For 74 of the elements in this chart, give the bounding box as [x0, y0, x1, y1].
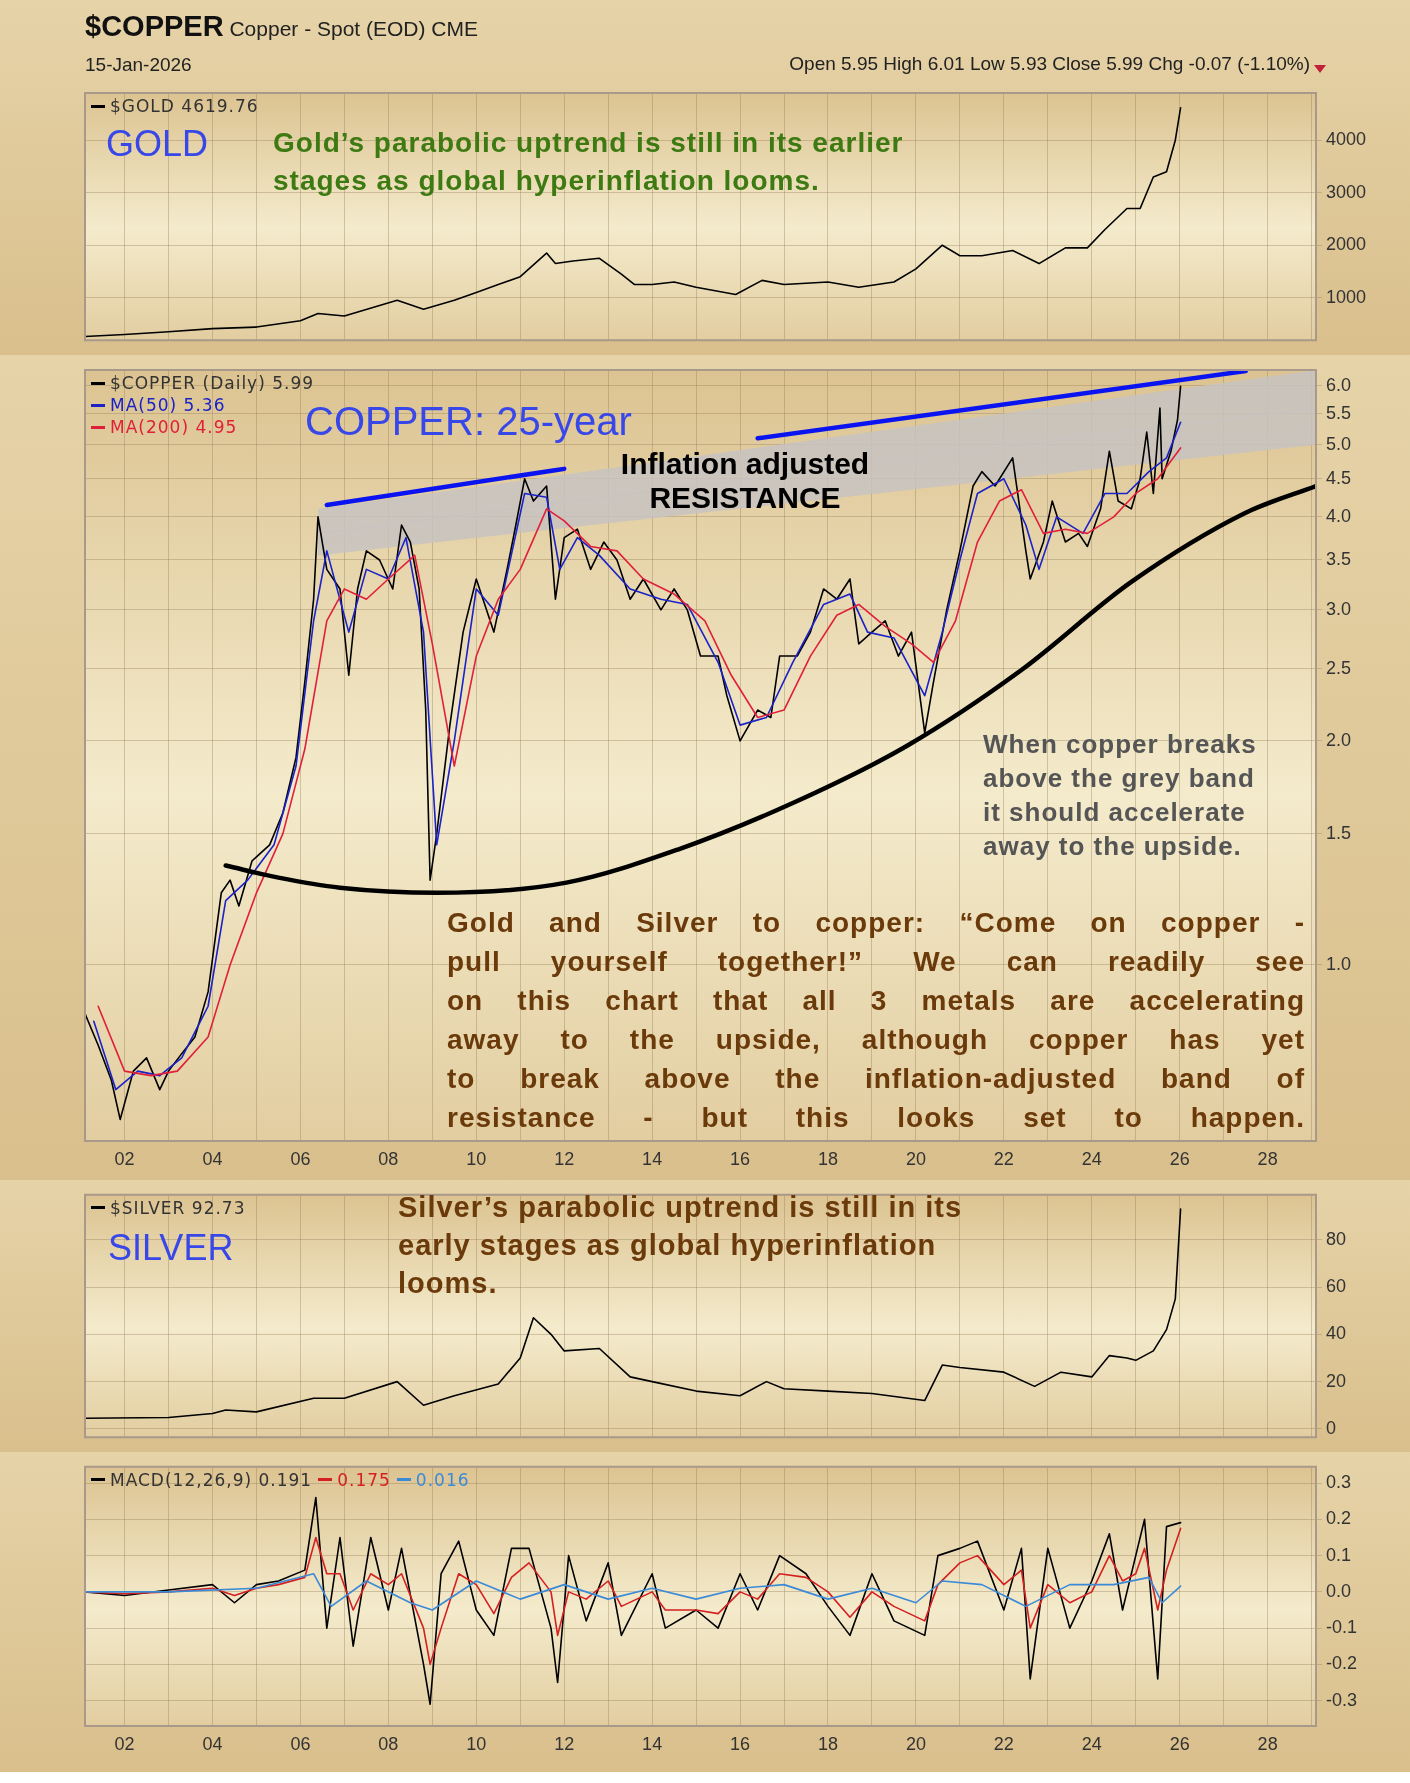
- chart-subtitle: 15-Jan-2026: [85, 54, 192, 76]
- y-tick-label: -0.3: [1326, 1689, 1358, 1710]
- x-tick-label: 06: [290, 1148, 311, 1169]
- legend-label: 0.016: [415, 1468, 470, 1491]
- x-tick-label: 04: [202, 1733, 223, 1754]
- x-tick-label: 08: [378, 1733, 399, 1754]
- y-tick-label: -0.1: [1326, 1617, 1358, 1638]
- y-tick-label: 60: [1326, 1276, 1347, 1296]
- x-tick-label: 02: [114, 1148, 135, 1169]
- y-tick-label: 0: [1326, 1417, 1337, 1438]
- y-tick-label: 4.0: [1326, 505, 1352, 526]
- y-tick-label: 1.0: [1326, 953, 1352, 974]
- y-tick-label: 0.3: [1326, 1472, 1352, 1493]
- x-tick-label: 10: [466, 1733, 487, 1754]
- annotation: Silver’s parabolic uptrend is still in its early stages as global hyperinflation looms.: [398, 1190, 963, 1301]
- x-tick-label: 20: [905, 1733, 926, 1754]
- text: Open 5.95 High 6.01 Low 5.93 Close 5.99 Chg -0.07 (-1.10%): [789, 52, 1310, 75]
- x-tick-label: 16: [730, 1148, 751, 1169]
- y-tick-label: 3.0: [1326, 598, 1352, 619]
- x-tick-label: 28: [1257, 1148, 1278, 1169]
- y-tick-label: 0.0: [1326, 1580, 1352, 1601]
- y-tick-label: 2000: [1326, 234, 1367, 255]
- y-tick-label: 2.0: [1326, 729, 1352, 750]
- y-tick-label: 0.2: [1326, 1508, 1352, 1529]
- legend-label: MACD(12,26,9) 0.191: [110, 1468, 313, 1491]
- x-tick-label: 12: [554, 1148, 575, 1169]
- legend-label: 0.175: [337, 1468, 391, 1491]
- legend-label: MA(50) 5.36: [110, 394, 226, 416]
- annotation: GOLD: [106, 122, 209, 165]
- y-tick-label: -0.2: [1326, 1653, 1358, 1674]
- y-tick-label: 3.5: [1326, 548, 1352, 569]
- annotation: Gold and Silver to copper: “Come on copper - pull yourself together!” We can readily see on this chart that all 3 metals are accelerating away to the upside, although copper has yet to break above the inflation-adjusted band of resistance - but this looks set to happen.: [447, 906, 1305, 1135]
- x-tick-label: 28: [1257, 1733, 1278, 1754]
- x-tick-label: 22: [993, 1733, 1014, 1754]
- x-tick-label: 24: [1081, 1148, 1102, 1169]
- y-tick-label: 3000: [1326, 181, 1367, 202]
- x-tick-label: 18: [817, 1148, 839, 1169]
- x-tick-label: 24: [1081, 1733, 1102, 1754]
- x-tick-label: 02: [114, 1733, 135, 1754]
- x-tick-label: 04: [202, 1148, 223, 1169]
- annotation: SILVER: [108, 1226, 234, 1269]
- y-tick-label: 40: [1326, 1323, 1347, 1344]
- y-tick-label: 0.1: [1326, 1544, 1352, 1565]
- annotation: Gold’s parabolic uptrend is still in its earlier stages as global hyperinflation looms.: [273, 126, 904, 198]
- annotation: COPPER: 25-year: [305, 398, 632, 445]
- x-tick-label: 12: [554, 1733, 575, 1754]
- x-tick-label: 26: [1169, 1733, 1190, 1754]
- legend-label: $COPPER (Daily) 5.99: [110, 372, 315, 394]
- x-tick-label: 20: [905, 1148, 926, 1169]
- x-tick-label: 26: [1169, 1148, 1190, 1169]
- annotation: When copper breaks above the grey band it should accelerate away to the upside.: [983, 728, 1257, 863]
- x-tick-label: 16: [730, 1733, 751, 1754]
- legend-label: MA(200) 4.95: [110, 416, 238, 438]
- chart-title: $COPPER Copper - Spot (EOD) CME: [85, 10, 479, 42]
- x-tick-label: 14: [642, 1733, 663, 1754]
- x-tick-label: 06: [290, 1733, 311, 1754]
- y-tick-label: 5.5: [1326, 402, 1352, 423]
- y-tick-label: 2.5: [1326, 657, 1352, 678]
- y-tick-label: 4.5: [1326, 467, 1352, 488]
- y-tick-label: 1000: [1326, 286, 1367, 307]
- annotation: Inflation adjusted RESISTANCE: [619, 447, 871, 515]
- y-tick-label: 80: [1326, 1228, 1347, 1249]
- y-tick-label: 1.5: [1326, 822, 1352, 843]
- y-tick-label: 4000: [1326, 129, 1367, 150]
- x-tick-label: 14: [642, 1148, 663, 1169]
- x-tick-label: 18: [817, 1733, 839, 1754]
- y-tick-label: 5.0: [1326, 433, 1352, 454]
- x-tick-label: 10: [466, 1148, 487, 1169]
- y-tick-label: 20: [1326, 1370, 1347, 1391]
- legend-label: $SILVER 92.73: [110, 1196, 246, 1219]
- x-tick-label: 22: [993, 1148, 1014, 1169]
- x-tick-label: 08: [378, 1148, 399, 1169]
- legend-label: $GOLD 4619.76: [110, 95, 259, 117]
- y-tick-label: 6.0: [1326, 374, 1352, 395]
